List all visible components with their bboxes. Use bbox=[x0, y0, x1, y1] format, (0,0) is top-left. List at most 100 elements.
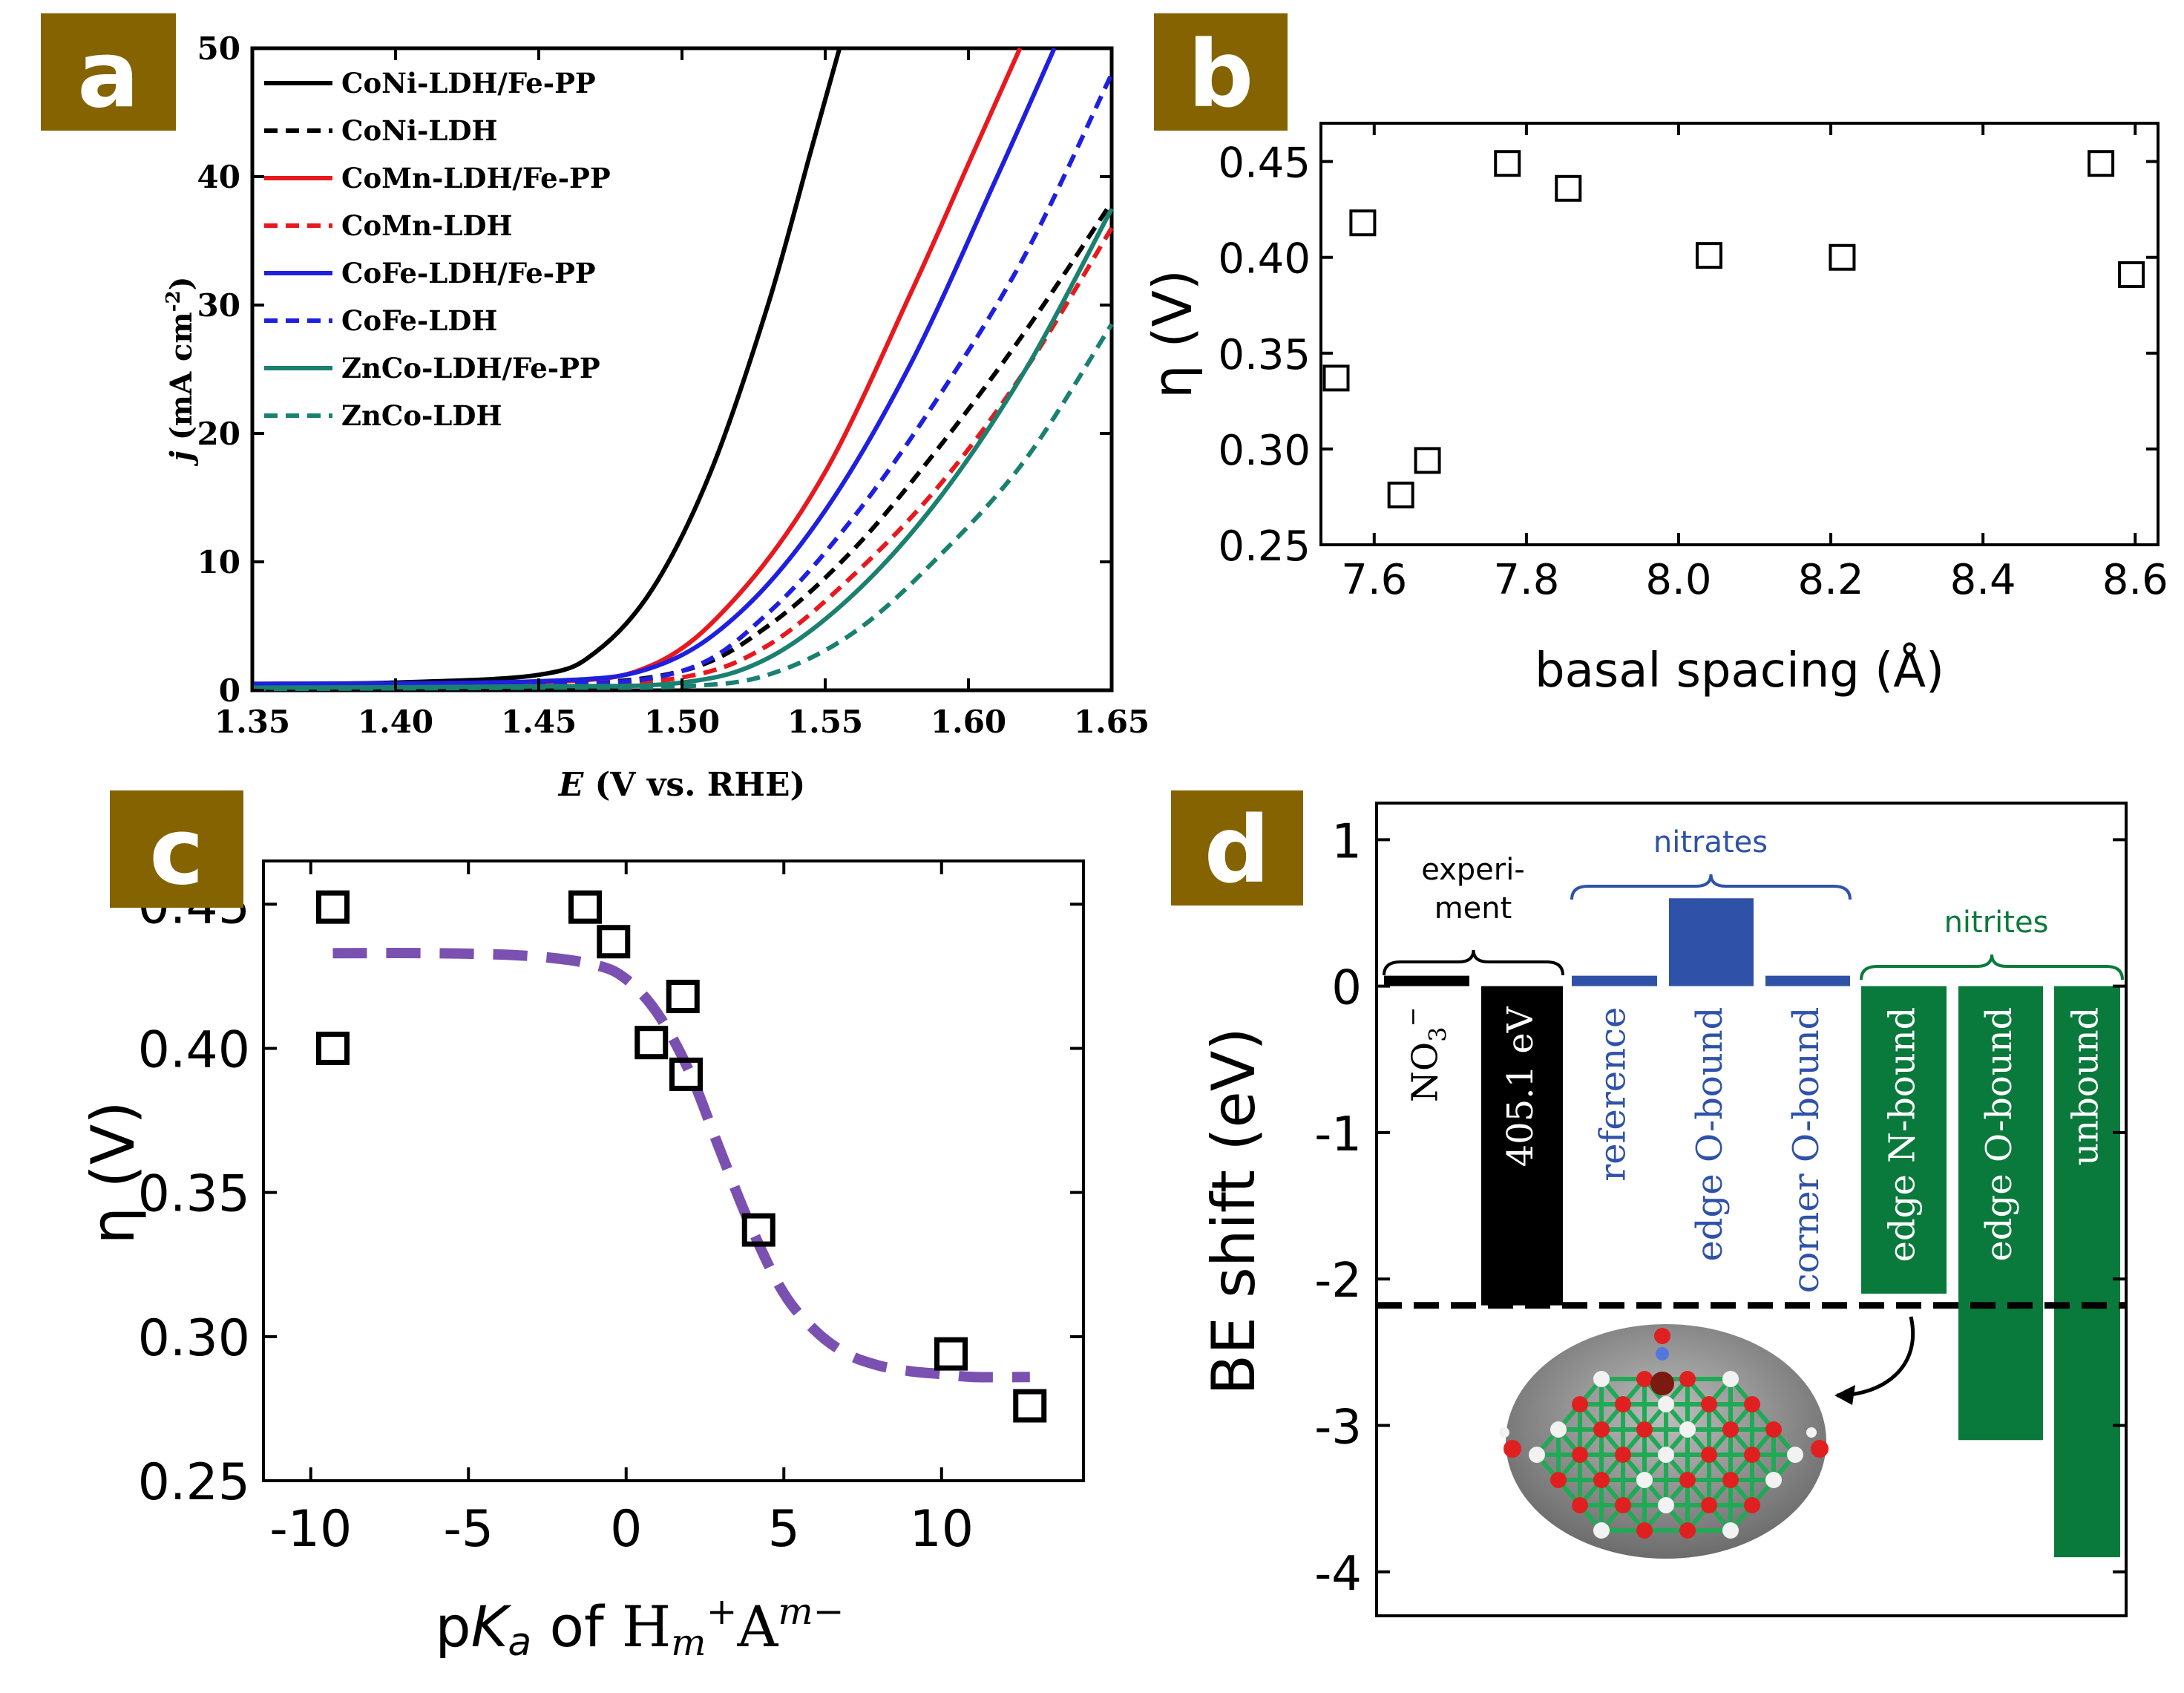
lattice-atom bbox=[1593, 1522, 1610, 1539]
lattice-atom bbox=[1722, 1421, 1739, 1438]
lattice-atom bbox=[1550, 1421, 1567, 1438]
series-line-7 bbox=[252, 323, 1114, 692]
panel-c-y-ticks: 0.250.300.350.400.45 bbox=[138, 877, 1083, 1512]
lattice-atom bbox=[1679, 1421, 1696, 1438]
bar-label-5: edge N-bound bbox=[1882, 1007, 1924, 1263]
x-tick-label: 7.8 bbox=[1493, 556, 1559, 604]
data-point-1 bbox=[1349, 209, 1377, 237]
y-tick-label: 40 bbox=[197, 159, 240, 195]
data-point-2 bbox=[1387, 481, 1414, 508]
panel-a-frame bbox=[250, 46, 1114, 692]
y-tick-label: 0.35 bbox=[1218, 331, 1311, 379]
inset-lattice bbox=[1499, 1328, 1829, 1539]
panel-a-series bbox=[252, 47, 1114, 692]
panel-a: 0 10 20 30 40 50 1.35 1.40 1.45 1.50 1.55 1.60 1.65… bbox=[41, 13, 1150, 804]
legend-label-0: CoNi-LDH/Fe-PP bbox=[341, 67, 596, 99]
panel-a-y-ticks: 0 10 20 30 40 50 bbox=[197, 30, 1112, 709]
group-label-nitrites: nitrites bbox=[1944, 906, 2049, 940]
lattice-atom bbox=[1701, 1396, 1717, 1412]
lattice-atom bbox=[1572, 1497, 1588, 1513]
y-tick-label: -3 bbox=[1314, 1401, 1362, 1455]
nitrogen-atom bbox=[1656, 1347, 1669, 1360]
y-tick-label: 0.30 bbox=[138, 1309, 250, 1368]
panel-a-x-axis-label: E (V vs. RHE) bbox=[557, 766, 806, 804]
x-tick-label: 1.65 bbox=[1074, 704, 1150, 740]
panel-c-x-axis-label: pKa of Hm+Am− bbox=[435, 1590, 844, 1665]
lattice-atom bbox=[1744, 1396, 1760, 1412]
x-tick-label: 10 bbox=[909, 1500, 974, 1559]
group-label-experiment-2: ment bbox=[1434, 891, 1512, 926]
panel-c-y-axis-label: η (V) bbox=[79, 1101, 148, 1244]
bar-label-7: unbound bbox=[2065, 1007, 2107, 1166]
y-tick-label: 30 bbox=[197, 287, 240, 324]
panel-d-structure-inset bbox=[1499, 1324, 1829, 1559]
x-tick-label: 1.50 bbox=[644, 704, 720, 740]
panel-b-x-axis-label: basal spacing (Å) bbox=[1535, 642, 1944, 698]
x-tick-label: 1.40 bbox=[358, 704, 433, 740]
lattice-atom bbox=[1658, 1447, 1674, 1463]
panel-b-x-ticks: 7.6 7.8 8.0 8.2 8.4 8.6 bbox=[1341, 123, 2168, 604]
legend-label-4: CoFe-LDH/Fe-PP bbox=[341, 257, 596, 289]
x-tick-label: 1.55 bbox=[787, 704, 863, 740]
y-tick-label: 0.25 bbox=[138, 1453, 250, 1512]
panel-c-badge bbox=[110, 790, 243, 908]
brace-experiment bbox=[1383, 949, 1564, 976]
lattice-atom bbox=[1765, 1472, 1782, 1488]
edge-hydrogen-right bbox=[1806, 1427, 1817, 1438]
panel-c-badge-letter: c bbox=[149, 799, 204, 906]
group-label-nitrates: nitrates bbox=[1653, 825, 1768, 859]
panel-b-y-ticks: 0.25 0.30 0.35 0.40 0.45 bbox=[1218, 140, 2158, 571]
x-tick-label: -5 bbox=[443, 1500, 493, 1559]
y-tick-label: 0.25 bbox=[1218, 523, 1311, 571]
lattice-atom bbox=[1701, 1447, 1717, 1463]
panel-d: 1 0 -1 -2 -3 -4 experi-ment nitrates nitrites N… bbox=[1171, 790, 2128, 1617]
x-tick-label: 1.60 bbox=[931, 704, 1006, 740]
oxygen-atom bbox=[1654, 1328, 1670, 1344]
bar-4 bbox=[1765, 975, 1850, 986]
lattice-atom bbox=[1572, 1396, 1588, 1412]
bar-label-main: NO bbox=[1405, 1042, 1446, 1102]
bar-0 bbox=[1384, 975, 1469, 986]
data-point-0 bbox=[316, 890, 350, 924]
panel-d-badge bbox=[1171, 790, 1303, 906]
bar-5 bbox=[1861, 986, 1947, 1294]
x-tick-label: 0 bbox=[610, 1500, 642, 1559]
lattice-atom bbox=[1722, 1522, 1739, 1539]
panel-a-badge bbox=[41, 13, 176, 131]
data-point-0 bbox=[1322, 364, 1350, 392]
panel-c-frame bbox=[262, 859, 1085, 1482]
data-point-7 bbox=[741, 1213, 775, 1247]
data-point-6 bbox=[669, 1057, 703, 1091]
lattice-atom bbox=[1636, 1421, 1653, 1438]
data-point-5 bbox=[1555, 174, 1582, 202]
lattice-atom bbox=[1636, 1472, 1653, 1488]
panel-d-arrowhead bbox=[1834, 1385, 1855, 1405]
panel-c-x-ticks: -10 -5 0 5 10 bbox=[269, 861, 974, 1559]
lattice-atom bbox=[1593, 1371, 1610, 1387]
lattice-atom bbox=[1679, 1522, 1696, 1539]
y-tick-label: 50 bbox=[197, 30, 240, 67]
panel-d-y-axis-label: BE shift (eV) bbox=[1199, 1027, 1268, 1395]
legend-label-2: CoMn-LDH/Fe-PP bbox=[341, 162, 611, 194]
panel-a-badge-letter: a bbox=[77, 22, 140, 128]
lattice-atom bbox=[1658, 1497, 1674, 1513]
x-tick-label: 8.6 bbox=[2102, 556, 2168, 604]
panel-d-badge-letter: d bbox=[1204, 797, 1270, 904]
data-point-9 bbox=[2118, 261, 2145, 288]
panel-d-group-braces: experi-ment nitrates nitrites bbox=[1383, 825, 2124, 980]
bar-label-6: edge O-bound bbox=[1978, 1007, 2020, 1262]
panel-c-fit-curve bbox=[332, 947, 1030, 1383]
lattice-atom bbox=[1722, 1371, 1739, 1387]
lattice-atom bbox=[1636, 1371, 1653, 1387]
y-tick-label: 0.30 bbox=[1218, 427, 1311, 475]
data-point-2 bbox=[568, 890, 602, 924]
panel-a-x-ticks: 1.35 1.40 1.45 1.50 1.55 1.60 1.65 bbox=[214, 48, 1150, 740]
lattice-atom bbox=[1722, 1472, 1739, 1488]
lattice-atom bbox=[1529, 1447, 1545, 1463]
legend-label-6: ZnCo-LDH/Fe-PP bbox=[341, 352, 600, 384]
panel-a-y-axis-label: j (mA cm-2) bbox=[163, 276, 199, 466]
group-label-experiment: experi- bbox=[1421, 853, 1525, 887]
bar-label-3: edge O-bound bbox=[1689, 1007, 1731, 1262]
